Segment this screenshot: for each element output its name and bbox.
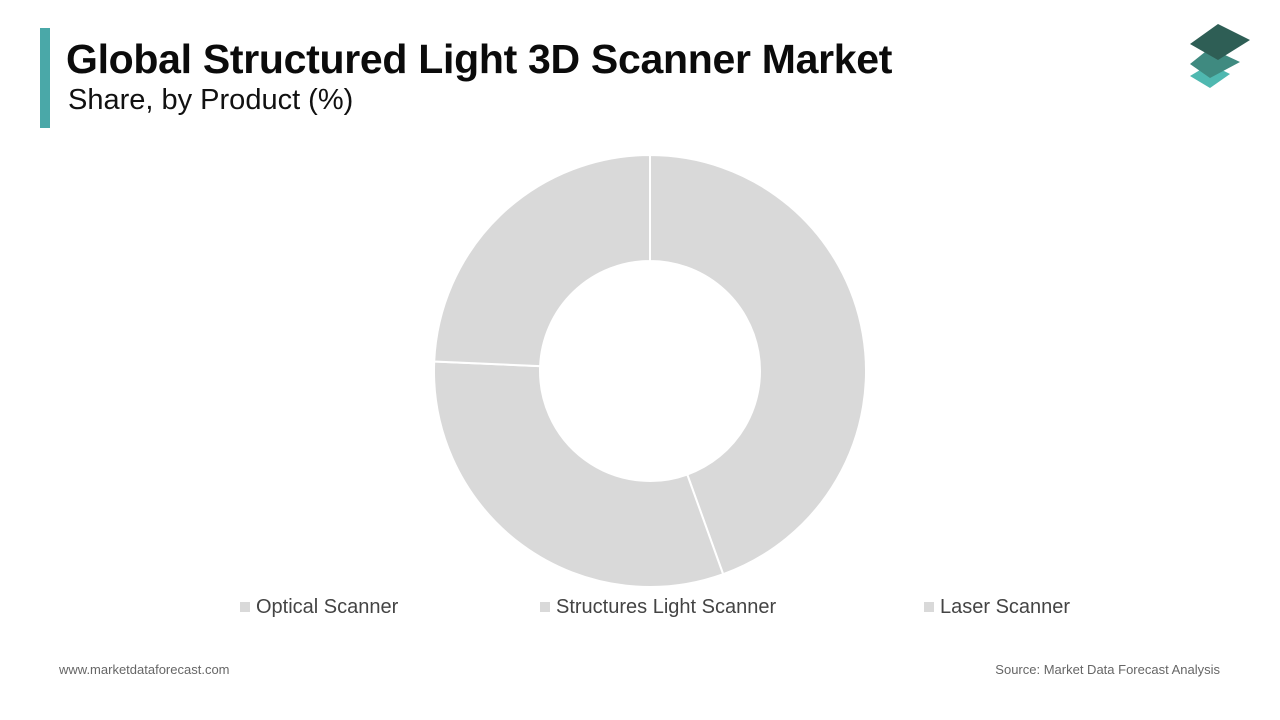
legend-swatch [924,602,934,612]
legend-item: Structures Light Scanner [540,594,776,620]
donut-slice-structures-light-scanner [433,360,725,588]
footer-website: www.marketdataforecast.com [59,662,230,677]
footer-source: Source: Market Data Forecast Analysis [995,662,1220,677]
legend-swatch [540,602,550,612]
legend-item: Optical Scanner [240,594,398,620]
logo-layer-middle [1190,48,1240,78]
legend-swatch [240,602,250,612]
title-accent-bar [40,28,50,128]
legend-label: Structures Light Scanner [556,595,777,618]
chart-subtitle: Share, by Product (%) [68,84,354,116]
chart-title: Global Structured Light 3D Scanner Marke… [66,36,893,82]
legend-label: Laser Scanner [940,595,1071,618]
stacked-layers-icon [1190,24,1250,88]
donut-slice-laser-scanner [433,153,651,368]
donut-slice-optical-scanner [649,153,867,576]
legend-item: Laser Scanner [924,594,1070,620]
legend-label: Optical Scanner [256,595,399,618]
logo-layer-top [1190,24,1250,60]
donut-slices [433,153,867,588]
